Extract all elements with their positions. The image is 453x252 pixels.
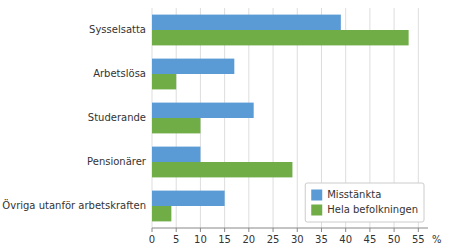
annotation: %: [432, 234, 442, 245]
legend: Misstänkta Hela befolkningen: [305, 183, 424, 222]
legend-swatch: [311, 190, 322, 201]
tick-mark: [345, 228, 346, 232]
legend-swatch: [311, 205, 322, 216]
chart-container: 0 5 10 15 20 25 30 35 40 45 50 55% Sysselsatta Arbets…: [0, 0, 453, 252]
tick-mark: [297, 228, 298, 232]
tick-label: 20: [242, 234, 255, 245]
bar: [152, 15, 341, 30]
tick-label: 35: [315, 234, 328, 245]
x-axis: 0 5 10 15 20 25 30 35 40 45 50 55: [149, 228, 428, 245]
tick-label: 25: [267, 234, 280, 245]
tick-mark: [200, 228, 201, 232]
tick-label: Övriga utanför arbetskraften: [2, 199, 146, 211]
legend-label: Misstänkta: [327, 189, 381, 200]
bar: [152, 118, 200, 133]
tick-label: Arbetslösa: [93, 68, 146, 79]
bars: [152, 15, 409, 222]
grid: [152, 8, 418, 228]
bar: [152, 74, 176, 89]
tick-label: 0: [149, 234, 155, 245]
y-axis: Sysselsatta Arbetslösa Studerande Pensionär…: [2, 24, 147, 211]
tick-mark: [369, 228, 370, 232]
tick-label: 10: [194, 234, 207, 245]
tick-mark: [176, 228, 177, 232]
tick-mark: [152, 228, 153, 232]
tick-mark: [273, 228, 274, 232]
bar: [152, 30, 409, 45]
tick-label: 40: [339, 234, 352, 245]
bar: [152, 206, 171, 221]
tick-label: 45: [364, 234, 377, 245]
tick-label: Sysselsatta: [89, 24, 146, 35]
legend-box: [305, 183, 424, 222]
tick-mark: [248, 228, 249, 232]
tick-label: Pensionärer: [87, 156, 147, 167]
bar: [152, 59, 234, 74]
tick-mark: [394, 228, 395, 232]
tick-mark: [418, 228, 419, 232]
tick-mark: [224, 228, 225, 232]
tick-label: 15: [218, 234, 231, 245]
tick-label: Studerande: [88, 112, 146, 123]
chart: 0 5 10 15 20 25 30 35 40 45 50 55% Sysselsatta Arbets…: [0, 0, 453, 252]
tick-mark: [321, 228, 322, 232]
tick-label: 5: [173, 234, 179, 245]
bar: [152, 103, 254, 118]
tick-label: 50: [388, 234, 401, 245]
tick-label: 55: [412, 234, 425, 245]
bar: [152, 191, 225, 206]
bar: [152, 147, 200, 162]
bar: [152, 162, 292, 177]
tick-label: 30: [291, 234, 304, 245]
legend-label: Hela befolkningen: [327, 204, 418, 215]
axis-line: [152, 228, 428, 229]
